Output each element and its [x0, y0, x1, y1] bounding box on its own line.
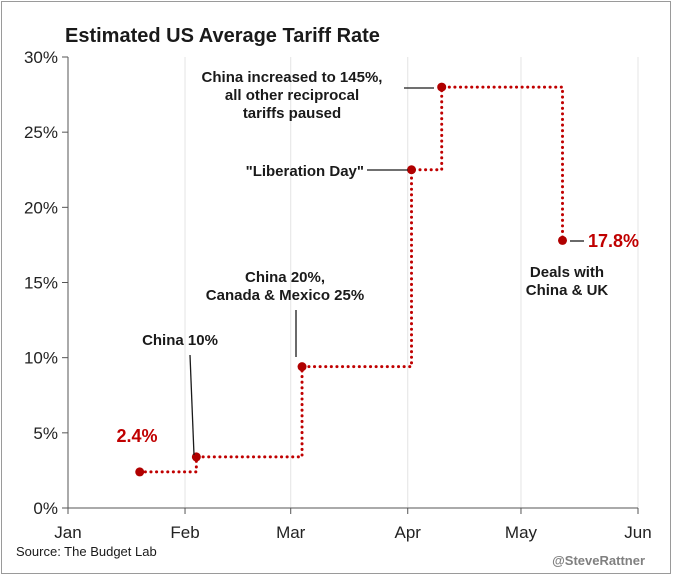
y-tick-label: 25%: [24, 123, 58, 142]
value-annotation: 17.8%: [588, 231, 639, 251]
annotation-leader: [189, 354, 195, 456]
event-annotation: China 20%,: [245, 269, 325, 286]
event-annotation: China increased to 145%,: [202, 69, 383, 86]
event-annotation: Canada & Mexico 25%: [206, 287, 364, 304]
source-note: Source: The Budget Lab: [16, 544, 157, 559]
y-tick-label: 30%: [24, 48, 58, 67]
data-point: [297, 362, 307, 372]
author-credit: @SteveRattner: [552, 553, 645, 568]
data-point: [135, 467, 145, 477]
y-tick-label: 5%: [33, 424, 58, 443]
x-tick-label: Jan: [54, 523, 81, 542]
event-annotation: Deals with: [530, 264, 604, 281]
event-annotation: tariffs paused: [243, 105, 341, 122]
event-annotation: China & UK: [526, 282, 609, 299]
value-annotation: 2.4%: [116, 426, 157, 446]
x-tick-label: Mar: [276, 523, 306, 542]
x-tick-label: Apr: [395, 523, 422, 542]
event-annotation: China 10%: [142, 332, 218, 349]
y-tick-label: 15%: [24, 274, 58, 293]
data-point: [191, 452, 201, 462]
data-point: [407, 165, 417, 175]
x-tick-label: May: [505, 523, 538, 542]
y-tick-label: 0%: [33, 499, 58, 518]
series-line: [138, 85, 565, 474]
x-tick-label: Jun: [624, 523, 651, 542]
chart-title: Estimated US Average Tariff Rate: [65, 25, 380, 47]
data-point: [558, 235, 568, 245]
x-tick-label: Feb: [170, 523, 199, 542]
event-annotation: "Liberation Day": [246, 163, 364, 180]
data-point: [437, 82, 447, 92]
y-tick-label: 10%: [24, 349, 58, 368]
y-tick-label: 20%: [24, 198, 58, 217]
event-annotation: all other reciprocal: [225, 87, 359, 104]
